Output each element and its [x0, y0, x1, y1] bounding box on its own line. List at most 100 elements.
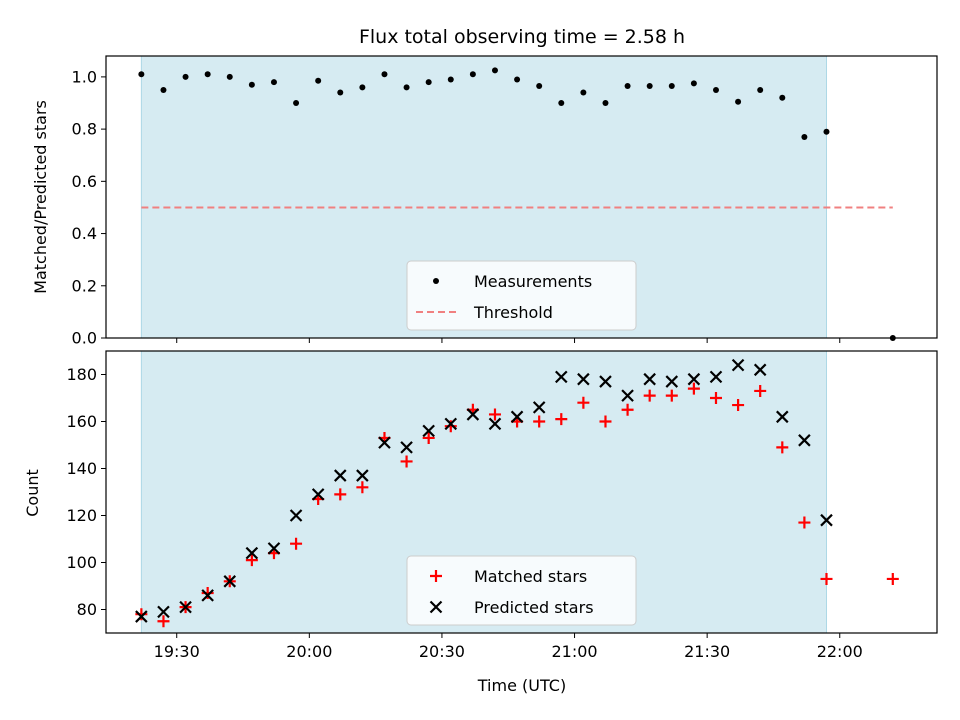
legend-label: Measurements [474, 272, 592, 291]
measurement-point [293, 100, 300, 106]
x-axis-label: Time (UTC) [477, 676, 566, 695]
matched-star-point [665, 389, 678, 402]
measurement-point [668, 83, 675, 90]
predicted-star-point [135, 610, 148, 623]
matched-star-point [599, 415, 612, 428]
legend-label: Predicted stars [474, 598, 594, 617]
predicted-star-point [555, 370, 568, 384]
measurement-point [536, 83, 543, 90]
axes-frame [105, 350, 938, 634]
legend-label: Matched stars [474, 567, 587, 586]
legend-label: Threshold [473, 303, 553, 322]
matched-star-point [732, 399, 745, 412]
measurement-point [558, 100, 565, 106]
measurement-point [469, 71, 476, 78]
measurement-point [204, 71, 211, 78]
x-tick-label: 22:00 [817, 642, 863, 661]
matched-star-point [687, 382, 700, 395]
y-tick-label: 0.8 [72, 120, 97, 139]
y-axis-label-top: Matched/Predicted stars [31, 100, 50, 294]
matched-star-point [290, 537, 303, 550]
matched-star-point [422, 431, 435, 444]
measurement-point [757, 86, 764, 93]
predicted-star-point [378, 436, 391, 449]
predicted-star-point [356, 469, 369, 482]
matched-star-point [577, 396, 590, 409]
matched-star-point [798, 516, 811, 529]
matched-star-point [621, 403, 634, 416]
matched-star-point [754, 384, 767, 397]
measurement-point [491, 67, 498, 74]
matched-star-point [245, 554, 258, 567]
predicted-star-point [599, 375, 612, 388]
predicted-star-point [820, 513, 833, 527]
matched-star-point [643, 389, 656, 402]
measurement-point [381, 71, 388, 78]
measurement-point [779, 94, 786, 101]
measurement-point [226, 73, 233, 80]
predicted-star-point [267, 542, 281, 555]
predicted-star-point [422, 424, 435, 438]
predicted-star-point [223, 575, 237, 588]
predicted-star-point [532, 401, 546, 414]
predicted-star-point [157, 605, 170, 619]
measurement-point [646, 83, 653, 90]
measurement-point [624, 83, 631, 90]
measurement-point [403, 84, 410, 91]
ratio-panel: 0.0 0.2 0.4 0.6 0.8 1.0 Measurements Threshold [72, 55, 938, 348]
predicted-star-point [333, 469, 347, 482]
legend-x-icon [429, 600, 443, 614]
measurement-point [823, 128, 830, 135]
y-tick-label: 160 [66, 412, 97, 431]
predicted-star-point [444, 417, 458, 431]
predicted-star-point [179, 600, 192, 614]
predicted-star-point [776, 410, 789, 424]
predicted-star-point [687, 372, 701, 386]
y-tick-label: 0.4 [72, 224, 97, 243]
axes-frame [105, 55, 938, 339]
predicted-star-point [621, 389, 634, 402]
predicted-star-point [201, 589, 214, 602]
chart-title: Flux total observing time = 2.58 h [359, 26, 685, 48]
measurement-point [182, 73, 189, 80]
predicted-star-point [643, 372, 656, 386]
measurement-point [712, 86, 719, 93]
y-axis-label-bottom: Count [23, 469, 42, 517]
measurement-point [248, 81, 255, 88]
matched-star-point [886, 572, 899, 585]
measurement-point [359, 84, 366, 91]
predicted-star-point [753, 363, 767, 377]
y-tick-label: 180 [66, 365, 97, 384]
matched-star-point [135, 608, 148, 621]
predicted-star-point [798, 434, 811, 447]
measurement-point [580, 89, 587, 96]
predicted-star-point [311, 488, 325, 501]
x-tick-label: 19:30 [154, 642, 200, 661]
y-tick-label: 0.2 [72, 276, 97, 295]
measurement-point [735, 98, 742, 105]
legend-dot-icon [433, 278, 439, 284]
measurement-point [602, 100, 609, 106]
matched-star-point [820, 572, 833, 585]
y-tick-label: 80 [77, 600, 97, 619]
y-tick-label: 0.6 [72, 172, 97, 191]
predicted-star-point [289, 509, 303, 522]
matched-star-point [533, 415, 546, 428]
legend-plus-icon [430, 570, 442, 582]
x-tick-label: 20:30 [419, 642, 465, 661]
x-tick-label: 20:00 [286, 642, 332, 661]
measurement-point [801, 133, 808, 140]
measurement-point [425, 79, 432, 86]
matched-star-point [201, 587, 214, 600]
matched-star-point [157, 615, 170, 628]
measurement-point [315, 77, 322, 84]
matched-star-point [334, 488, 347, 501]
predicted-star-point [488, 417, 502, 431]
matched-star-point [776, 441, 789, 454]
y-tick-label: 1.0 [72, 67, 97, 86]
measurement-point [337, 89, 344, 96]
measurement-point [270, 79, 277, 86]
predicted-star-point [400, 441, 413, 454]
matched-star-point [555, 413, 568, 426]
